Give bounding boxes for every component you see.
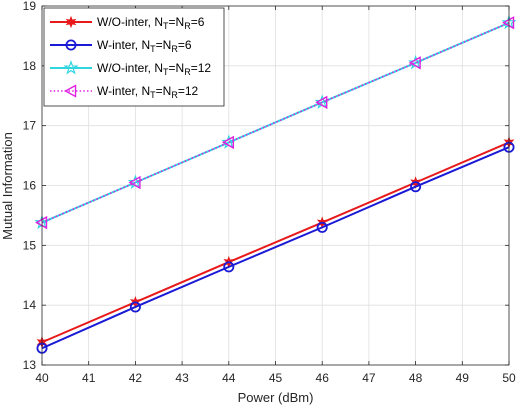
data-point xyxy=(129,301,141,313)
x-tick-label: 45 xyxy=(269,371,283,385)
data-point xyxy=(502,16,515,30)
legend-marker xyxy=(65,39,77,51)
legend-entry-4: W-inter, NT=NR=12 xyxy=(50,84,198,100)
x-tick-label: 41 xyxy=(82,371,96,385)
series-layer xyxy=(34,14,516,354)
data-point xyxy=(221,135,235,150)
series-4 xyxy=(35,16,515,230)
x-tick-label: 47 xyxy=(362,371,376,385)
y-axis-ticks: 13 14 15 16 17 18 19 xyxy=(23,0,509,372)
legend-entry-1: W/O-inter, NT=NR=6 xyxy=(50,15,205,31)
legend-entry-3: W/O-inter, NT=NR=12 xyxy=(50,59,211,77)
x-axis-ticks: 40 41 42 43 44 45 46 47 48 49 50 xyxy=(35,6,516,385)
x-tick-label: 44 xyxy=(222,371,236,385)
x-tick-label: 42 xyxy=(129,371,143,385)
legend: W/O-inter, NT=NR=6 W-inter, NT=NR=6 W/O-in… xyxy=(43,7,225,107)
legend-label: W-inter, NT=NR=12 xyxy=(97,84,198,100)
x-tick-label: 49 xyxy=(456,371,470,385)
data-point xyxy=(316,221,328,233)
y-tick-label: 14 xyxy=(23,298,37,312)
y-tick-label: 17 xyxy=(23,119,37,133)
x-tick-label: 43 xyxy=(175,371,189,385)
x-tick-label: 40 xyxy=(35,371,49,385)
data-point xyxy=(128,175,141,190)
legend-marker xyxy=(64,84,77,98)
x-axis-title: Power (dBm) xyxy=(238,390,314,405)
legend-marker xyxy=(63,59,79,75)
x-tick-label: 46 xyxy=(316,371,330,385)
series-2 xyxy=(36,141,515,354)
series-line xyxy=(41,141,510,344)
y-axis-title: Mutual Information xyxy=(0,132,15,240)
data-point xyxy=(223,261,235,273)
data-point xyxy=(410,181,422,193)
series-line xyxy=(41,146,510,350)
y-tick-label: 16 xyxy=(23,179,37,193)
legend-label: W/O-inter, NT=NR=6 xyxy=(97,15,205,31)
legend-marker xyxy=(65,15,77,29)
series-line xyxy=(41,22,510,224)
legend-label: W/O-inter, NT=NR=12 xyxy=(97,61,211,77)
y-tick-label: 15 xyxy=(23,238,37,252)
legend-label: W-inter, NT=NR=6 xyxy=(97,38,192,54)
legend-entry-2: W-inter, NT=NR=6 xyxy=(50,38,192,54)
y-tick-label: 13 xyxy=(23,358,37,372)
data-point xyxy=(35,215,48,230)
y-tick-label: 18 xyxy=(23,59,37,73)
data-point xyxy=(408,56,421,70)
y-tick-label: 19 xyxy=(23,0,37,13)
x-tick-label: 50 xyxy=(502,371,516,385)
data-point xyxy=(315,95,328,110)
x-tick-label: 48 xyxy=(409,371,423,385)
